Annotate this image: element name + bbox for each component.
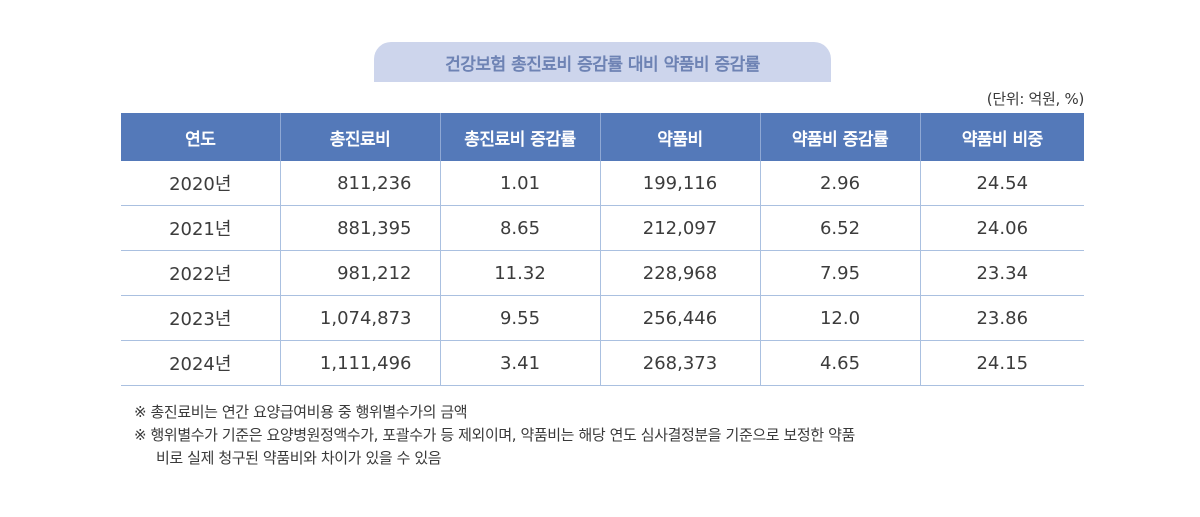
cell-year: 2020년: [121, 161, 281, 206]
cell-drug-cost-change: 4.65: [759, 340, 921, 386]
cell-total-medical-cost: 1,074,873: [279, 295, 441, 341]
cell-total-medical-cost: 981,212: [279, 250, 441, 296]
cell-drug-cost-share: 23.86: [919, 295, 1084, 341]
header-drug-cost-share: 약품비 비중: [919, 113, 1084, 161]
footnote-2-continued: 비로 실제 청구된 약품비와 차이가 있을 수 있음: [156, 449, 442, 467]
header-total-medical-cost-change: 총진료비 증감률: [439, 113, 601, 161]
header-row: 연도 총진료비 총진료비 증감률 약품비 약품비 증감률 약품비 비중: [121, 113, 1084, 161]
cell-drug-cost: 212,097: [599, 205, 761, 251]
cell-year: 2022년: [121, 250, 281, 296]
table-row: 2023년 1,074,873 9.55 256,446 12.0 23.86: [121, 295, 1084, 341]
table-row: 2020년 811,236 1.01 199,116 2.96 24.54: [121, 161, 1084, 206]
cell-drug-cost: 199,116: [599, 161, 761, 206]
cell-drug-cost-change: 7.95: [759, 250, 921, 296]
cell-drug-cost: 268,373: [599, 340, 761, 386]
cell-total-medical-cost: 811,236: [279, 161, 441, 206]
footnotes: ※ 총진료비는 연간 요양급여비용 중 행위별수가의 금액 ※ 행위별수가 기준…: [134, 401, 855, 470]
cell-drug-cost-share: 24.54: [919, 161, 1084, 206]
cell-total-medical-cost-change: 11.32: [439, 250, 601, 296]
footnote-1: ※ 총진료비는 연간 요양급여비용 중 행위별수가의 금액: [134, 403, 468, 421]
cell-year: 2023년: [121, 295, 281, 341]
cell-drug-cost: 228,968: [599, 250, 761, 296]
cell-total-medical-cost: 1,111,496: [279, 340, 441, 386]
header-year: 연도: [121, 113, 281, 161]
table-title: 건강보험 총진료비 증감률 대비 약품비 증감률: [445, 54, 760, 75]
cell-drug-cost-change: 2.96: [759, 161, 921, 206]
header-drug-cost-change: 약품비 증감률: [759, 113, 921, 161]
cell-drug-cost-share: 24.06: [919, 205, 1084, 251]
footnote-2: ※ 행위별수가 기준은 요양병원정액수가, 포괄수가 등 제외이며, 약품비는 …: [134, 426, 855, 444]
header-drug-cost: 약품비: [599, 113, 761, 161]
table-title-box: 건강보험 총진료비 증감률 대비 약품비 증감률: [374, 42, 831, 82]
header-total-medical-cost: 총진료비: [279, 113, 441, 161]
cell-year: 2024년: [121, 340, 281, 386]
table-row: 2024년 1,111,496 3.41 268,373 4.65 24.15: [121, 340, 1084, 386]
table-row: 2021년 881,395 8.65 212,097 6.52 24.06: [121, 205, 1084, 251]
unit-note: (단위: 억원, %): [986, 90, 1085, 108]
cell-drug-cost-change: 6.52: [759, 205, 921, 251]
cell-drug-cost-share: 23.34: [919, 250, 1084, 296]
cell-drug-cost-change: 12.0: [759, 295, 921, 341]
cell-total-medical-cost-change: 3.41: [439, 340, 601, 386]
cell-total-medical-cost-change: 9.55: [439, 295, 601, 341]
cell-total-medical-cost-change: 8.65: [439, 205, 601, 251]
cell-drug-cost-share: 24.15: [919, 340, 1084, 386]
data-table: 연도 총진료비 총진료비 증감률 약품비 약품비 증감률 약품비 비중 2020…: [121, 113, 1084, 386]
cell-total-medical-cost: 881,395: [279, 205, 441, 251]
table-row: 2022년 981,212 11.32 228,968 7.95 23.34: [121, 250, 1084, 296]
cell-drug-cost: 256,446: [599, 295, 761, 341]
cell-total-medical-cost-change: 1.01: [439, 161, 601, 206]
cell-year: 2021년: [121, 205, 281, 251]
